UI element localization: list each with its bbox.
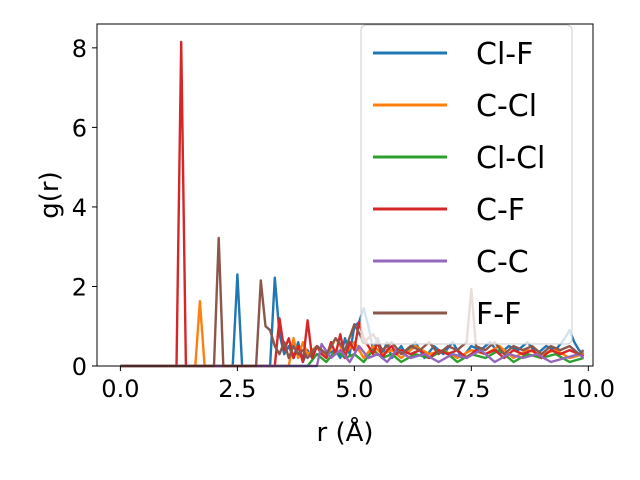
x-tick-label: 5.0 (335, 375, 373, 403)
x-axis-label: r (Å) (316, 416, 373, 448)
ticks-layer: 0.0 2.5 5.0 7.5 10.0 0 2 4 6 8 (72, 35, 615, 403)
series-line-f-f (120, 236, 585, 368)
legend-label: C-C (476, 245, 529, 280)
x-tick-label: 10.0 (562, 375, 615, 403)
x-tick-label: 2.5 (218, 375, 256, 403)
y-tick-label: 4 (72, 194, 87, 222)
y-axis-label: g(r) (35, 171, 65, 218)
series-line-c-cl (120, 300, 584, 368)
y-tick-label: 0 (72, 353, 87, 381)
plot-frame (96, 23, 594, 367)
legend-label: Cl-Cl (476, 141, 545, 176)
legend: Cl-F C-Cl Cl-Cl C-F C-C F-F (360, 24, 573, 345)
y-tick-label: 6 (72, 114, 87, 142)
legend-label: C-Cl (476, 89, 537, 124)
x-tick-label: 0.0 (101, 375, 139, 403)
series-layer (120, 40, 585, 368)
series-line-c-c (120, 342, 585, 368)
y-tick-label: 2 (72, 273, 87, 301)
x-tick-label: 7.5 (452, 375, 490, 403)
legend-label: C-F (476, 193, 525, 228)
legend-label: Cl-F (476, 37, 533, 72)
legend-box (360, 24, 573, 345)
legend-label: F-F (476, 297, 521, 332)
y-tick-label: 8 (72, 35, 87, 63)
